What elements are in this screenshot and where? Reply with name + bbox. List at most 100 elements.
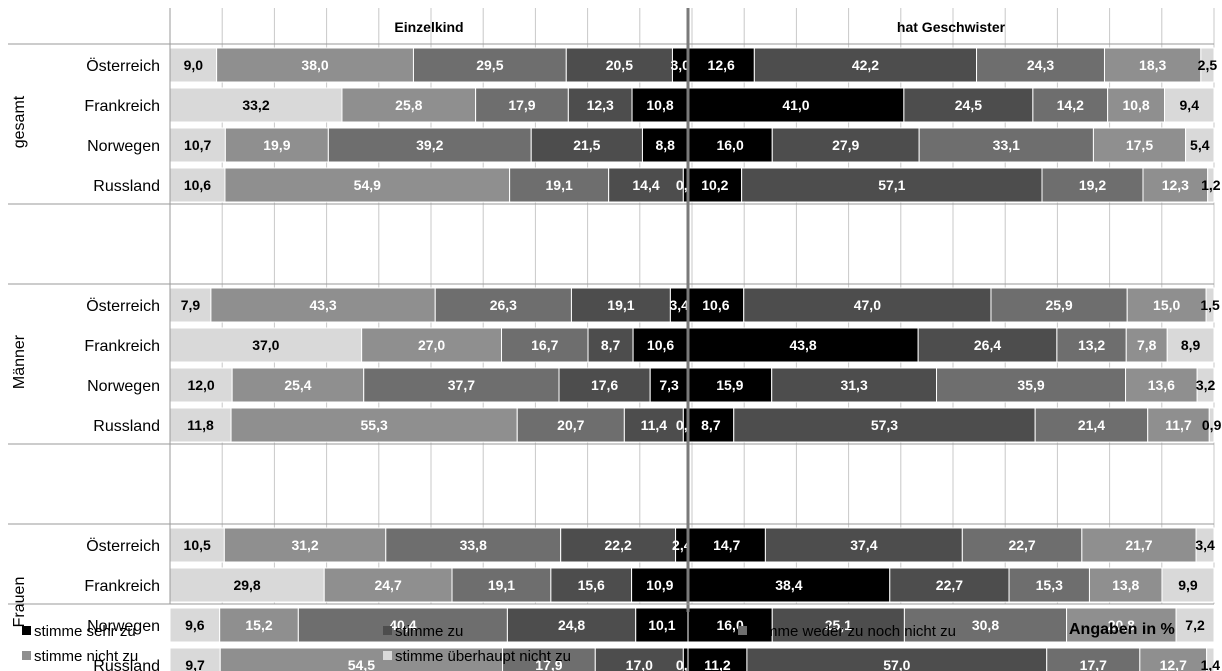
data-label: 9,9 [1178, 577, 1198, 593]
bar-segment [363, 367, 560, 403]
data-label: 26,4 [974, 337, 1001, 353]
data-label: 39,2 [416, 137, 443, 153]
data-label: 9,6 [185, 617, 205, 633]
bar-segment [1032, 87, 1109, 123]
data-label: 15,9 [716, 377, 743, 393]
legend-swatch [738, 626, 747, 635]
legend-item-stimme-ueberhaupt-nicht-zu: stimme überhaupt nicht zu [383, 648, 571, 665]
bar-segment [687, 567, 891, 603]
legend-swatch [383, 651, 392, 660]
bar-segment [1081, 527, 1197, 563]
group-label: Frauen [11, 577, 28, 628]
data-label: 47,0 [854, 297, 881, 313]
data-label: 21,5 [573, 137, 600, 153]
data-label: 7,8 [1137, 337, 1157, 353]
data-label: 16,0 [716, 617, 743, 633]
data-label: 30,8 [972, 617, 999, 633]
bar-segment [361, 327, 503, 363]
data-label: 41,0 [782, 97, 809, 113]
legend-item-stimme-nicht-zu: stimme nicht zu [22, 648, 138, 665]
data-label: 13,2 [1078, 337, 1105, 353]
bar-segment [641, 127, 689, 163]
legend-item-stimme-sehr-zu: stimme sehr zu [22, 623, 136, 640]
bar-segment [565, 47, 673, 83]
legend-swatch [383, 626, 392, 635]
data-label: 10,7 [184, 137, 211, 153]
country-label: Frankreich [84, 338, 160, 355]
legend-item-stimme-weder-zu-noch-nicht-zu: stimme weder zu noch nicht zu [738, 623, 956, 640]
data-label: 54,9 [354, 177, 381, 193]
bar-segment [224, 127, 329, 163]
panel-title-geschwister: hat Geschwister [897, 19, 1006, 35]
data-label: 40,4 [389, 617, 416, 633]
data-label: 20,5 [606, 57, 633, 73]
data-label: 10,2 [701, 177, 728, 193]
bar-segment [412, 47, 567, 83]
data-label: 25,8 [395, 97, 422, 113]
bar-segment [1195, 527, 1215, 563]
bar-segment [1205, 287, 1215, 323]
bar-segment [1207, 167, 1215, 203]
bar-segment [224, 167, 511, 203]
data-label: 35,9 [1017, 377, 1044, 393]
country-label: Russland [93, 178, 160, 195]
bar-segment [219, 607, 299, 643]
data-label: 43,3 [309, 297, 336, 313]
unit-note: Angaben in % [1069, 621, 1175, 638]
data-label: 22,2 [605, 537, 632, 553]
data-label: 27,9 [832, 137, 859, 153]
data-label: 13,6 [1148, 377, 1175, 393]
data-label: 3,0 [670, 57, 690, 73]
bar-segment [501, 327, 589, 363]
country-label: Österreich [86, 57, 160, 75]
data-label: 8,7 [601, 337, 621, 353]
data-label: 17,9 [535, 657, 562, 671]
data-label: 19,1 [488, 577, 515, 593]
data-label: 16,7 [531, 337, 558, 353]
country-label: Russland [93, 658, 160, 671]
data-label: 25,9 [1045, 297, 1072, 313]
data-label: 19,9 [263, 137, 290, 153]
bar-segment [516, 407, 625, 443]
data-label: 43,8 [789, 337, 816, 353]
bar-segment [903, 607, 1068, 643]
data-label: 1,5 [1200, 297, 1220, 313]
data-label: 17,0 [626, 657, 653, 671]
data-label: 10,8 [1122, 97, 1149, 113]
data-label: 7,3 [659, 377, 679, 393]
bar-segment [976, 47, 1105, 83]
bar-segment [753, 47, 978, 83]
country-label: Österreich [86, 297, 160, 315]
bar-segment [434, 287, 572, 323]
data-label: 8,9 [1181, 337, 1201, 353]
country-label: Norwegen [87, 378, 160, 395]
bar-segment [341, 87, 477, 123]
bar-segment [1196, 367, 1215, 403]
data-label: 19,1 [546, 177, 573, 193]
legend-label: stimme weder zu noch nicht zu [750, 623, 956, 640]
data-label: 33,1 [993, 137, 1020, 153]
legend-label: stimme sehr zu [34, 623, 136, 640]
bar-segment [771, 607, 905, 643]
data-label: 20,7 [557, 417, 584, 433]
data-label: 29,5 [476, 57, 503, 73]
data-label: 26,3 [490, 297, 517, 313]
data-label: 25,4 [284, 377, 311, 393]
bar-segment [1208, 407, 1215, 443]
bar-segment [327, 127, 532, 163]
bar-segment [169, 327, 363, 363]
data-label: 15,0 [1153, 297, 1180, 313]
data-label: 12,6 [708, 57, 735, 73]
data-label: 9,4 [1180, 97, 1200, 113]
data-label: 10,6 [702, 297, 729, 313]
bar-segment [917, 327, 1058, 363]
data-label: 17,7 [1080, 657, 1107, 671]
data-label: 57,1 [878, 177, 905, 193]
bar-segment [475, 87, 569, 123]
bar-segment [567, 87, 633, 123]
data-label: 24,8 [558, 617, 585, 633]
bar-segment [169, 127, 226, 163]
data-label: 33,8 [460, 537, 487, 553]
data-label: 1,2 [1201, 177, 1221, 193]
data-label: 24,7 [374, 577, 401, 593]
